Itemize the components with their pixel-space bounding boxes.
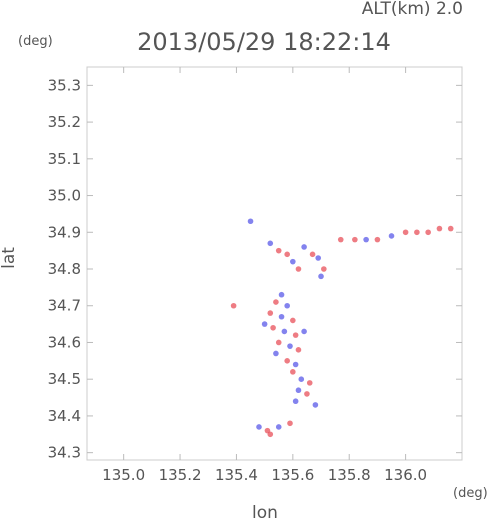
x-tick-label: 135.6 bbox=[271, 466, 314, 484]
lightning-point bbox=[295, 347, 302, 353]
x-tick-label: 135.2 bbox=[159, 466, 202, 484]
lightning-point bbox=[287, 420, 293, 427]
lightning-point bbox=[402, 229, 409, 236]
lightning-point bbox=[275, 339, 282, 346]
plot-frame bbox=[86, 66, 463, 461]
lightning-point bbox=[284, 251, 290, 258]
lightning-point bbox=[312, 402, 319, 408]
lightning-point bbox=[292, 361, 299, 368]
lightning-point bbox=[267, 310, 274, 316]
lightning-point bbox=[363, 236, 369, 243]
lightning-point bbox=[337, 236, 344, 243]
x-unit-label: (deg) bbox=[453, 486, 488, 501]
lightning-point bbox=[447, 225, 454, 232]
lightning-point bbox=[306, 380, 313, 386]
lightning-point bbox=[261, 321, 268, 327]
lightning-point bbox=[278, 313, 285, 320]
y-tick-label: 34.7 bbox=[48, 297, 81, 315]
lightning-point bbox=[309, 251, 316, 258]
lightning-point bbox=[273, 350, 279, 357]
lightning-point bbox=[301, 244, 307, 250]
lightning-point bbox=[414, 229, 420, 236]
y-tick-label: 35.0 bbox=[48, 187, 81, 205]
lightning-point bbox=[247, 218, 254, 225]
lightning-point bbox=[374, 236, 381, 243]
lightning-point bbox=[298, 376, 305, 382]
y-tick-label: 35.1 bbox=[48, 150, 81, 168]
lightning-point bbox=[295, 387, 302, 394]
x-tick-label: 135.4 bbox=[215, 466, 258, 484]
x-tick-label: 135.0 bbox=[102, 466, 145, 484]
y-axis: 34.3 34.4 34.5 34.6 34.7 34.8 34.9 35.0 35.1 35.2… bbox=[48, 76, 462, 462]
x-tick-label: 136.0 bbox=[384, 466, 427, 484]
lightning-point bbox=[278, 291, 285, 298]
y-tick-label: 35.3 bbox=[48, 76, 81, 94]
lightning-point bbox=[281, 328, 288, 335]
lightning-point bbox=[315, 255, 322, 261]
y-tick-label: 35.2 bbox=[48, 113, 81, 131]
lightning-point bbox=[287, 343, 293, 349]
lightning-point bbox=[304, 391, 310, 397]
lightning-point bbox=[388, 233, 395, 239]
x-axis: 135.0 135.2 135.4 135.6 135.8 136.0 bbox=[102, 67, 427, 484]
lightning-point bbox=[292, 398, 299, 405]
lightning-sources bbox=[230, 218, 454, 438]
lightning-point bbox=[284, 302, 290, 309]
lightning-point bbox=[295, 266, 302, 272]
lightning-point bbox=[273, 299, 279, 305]
lightning-point bbox=[267, 431, 274, 438]
lightning-point bbox=[290, 369, 296, 375]
lightning-point bbox=[284, 358, 290, 364]
y-tick-label: 34.8 bbox=[48, 260, 81, 278]
y-tick-label: 34.4 bbox=[48, 407, 81, 425]
lightning-point bbox=[270, 324, 276, 331]
lightning-point bbox=[321, 266, 327, 272]
y-tick-label: 34.6 bbox=[48, 333, 81, 351]
x-axis-title: lon bbox=[252, 503, 278, 521]
lightning-point bbox=[256, 424, 262, 430]
lightning-point bbox=[267, 240, 274, 247]
lightning-point bbox=[425, 229, 431, 236]
y-axis-title: lat bbox=[0, 247, 19, 269]
lightning-point bbox=[352, 236, 358, 243]
lightning-point bbox=[292, 332, 299, 338]
y-tick-label: 34.9 bbox=[48, 223, 81, 241]
y-tick-label: 34.5 bbox=[48, 370, 81, 388]
timestamp-title: 2013/05/29 18:22:14 bbox=[137, 28, 391, 56]
lightning-point bbox=[436, 225, 443, 232]
altitude-label: ALT(km) 2.0 bbox=[362, 0, 463, 19]
lightning-point bbox=[318, 273, 324, 280]
lightning-point bbox=[301, 328, 307, 335]
y-unit-label: (deg) bbox=[18, 34, 53, 49]
y-tick-label: 34.3 bbox=[48, 444, 81, 462]
x-tick-label: 135.8 bbox=[328, 466, 371, 484]
lightning-point bbox=[275, 424, 282, 430]
lightning-point bbox=[275, 247, 282, 254]
lightning-point bbox=[230, 302, 237, 309]
lightning-point bbox=[290, 317, 296, 324]
lightning-point bbox=[290, 258, 296, 265]
